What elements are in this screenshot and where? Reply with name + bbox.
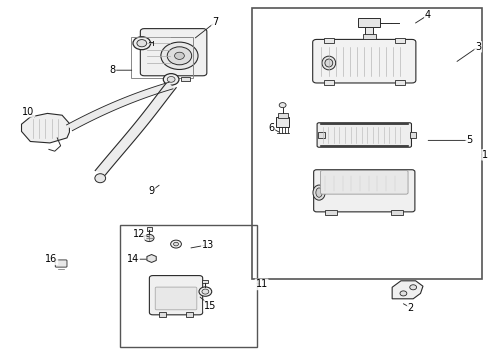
Polygon shape <box>66 82 173 131</box>
FancyBboxPatch shape <box>313 170 414 212</box>
Text: 16: 16 <box>45 254 58 264</box>
Bar <box>146 227 151 231</box>
Bar <box>317 132 324 138</box>
Text: 9: 9 <box>148 186 154 196</box>
Circle shape <box>409 285 416 290</box>
Circle shape <box>199 287 211 296</box>
FancyBboxPatch shape <box>155 287 196 310</box>
Circle shape <box>170 240 181 248</box>
Circle shape <box>144 234 154 242</box>
FancyBboxPatch shape <box>316 123 410 147</box>
Bar <box>276 117 288 127</box>
Text: 5: 5 <box>466 135 471 145</box>
Ellipse shape <box>95 174 105 183</box>
Circle shape <box>133 37 150 50</box>
Bar <box>323 80 333 85</box>
FancyBboxPatch shape <box>149 276 202 315</box>
Circle shape <box>167 77 175 82</box>
Text: 2: 2 <box>407 303 413 313</box>
Bar <box>323 38 333 43</box>
Circle shape <box>163 74 179 85</box>
Bar <box>251 8 481 279</box>
Bar <box>57 262 65 266</box>
Bar <box>365 27 372 35</box>
Circle shape <box>174 52 184 59</box>
Text: 6: 6 <box>268 123 274 133</box>
Bar <box>394 38 404 43</box>
Circle shape <box>202 289 208 294</box>
Bar <box>181 77 189 81</box>
Ellipse shape <box>312 185 325 200</box>
Bar <box>185 312 193 317</box>
Bar <box>358 18 379 27</box>
Text: 11: 11 <box>255 279 267 289</box>
Circle shape <box>161 42 198 69</box>
Bar <box>362 34 375 39</box>
Text: 1: 1 <box>481 150 487 160</box>
Bar <box>130 37 193 78</box>
Polygon shape <box>21 113 69 143</box>
Bar <box>408 132 415 138</box>
FancyBboxPatch shape <box>312 40 415 83</box>
Text: 15: 15 <box>203 301 216 311</box>
Text: 14: 14 <box>126 254 139 264</box>
Bar <box>394 80 404 85</box>
Bar <box>325 210 336 215</box>
Ellipse shape <box>279 103 285 108</box>
FancyBboxPatch shape <box>55 260 67 267</box>
Polygon shape <box>95 83 176 175</box>
Circle shape <box>399 291 406 296</box>
Polygon shape <box>146 255 156 262</box>
FancyBboxPatch shape <box>320 171 407 194</box>
Bar <box>158 312 166 317</box>
Text: 3: 3 <box>474 42 480 52</box>
Circle shape <box>137 40 146 47</box>
Text: 13: 13 <box>201 240 213 250</box>
Bar <box>202 280 208 283</box>
Text: 7: 7 <box>212 17 218 27</box>
Circle shape <box>173 242 178 246</box>
Ellipse shape <box>321 56 335 70</box>
Ellipse shape <box>315 188 322 197</box>
Text: 4: 4 <box>424 10 430 20</box>
Ellipse shape <box>324 59 332 67</box>
Text: 10: 10 <box>22 107 35 117</box>
Circle shape <box>149 257 154 260</box>
Circle shape <box>167 47 191 65</box>
Text: 8: 8 <box>109 65 115 75</box>
Bar <box>277 113 287 118</box>
Bar <box>390 210 402 215</box>
FancyBboxPatch shape <box>140 29 206 76</box>
Polygon shape <box>391 281 422 299</box>
Bar <box>120 225 256 347</box>
Text: 12: 12 <box>133 229 145 239</box>
